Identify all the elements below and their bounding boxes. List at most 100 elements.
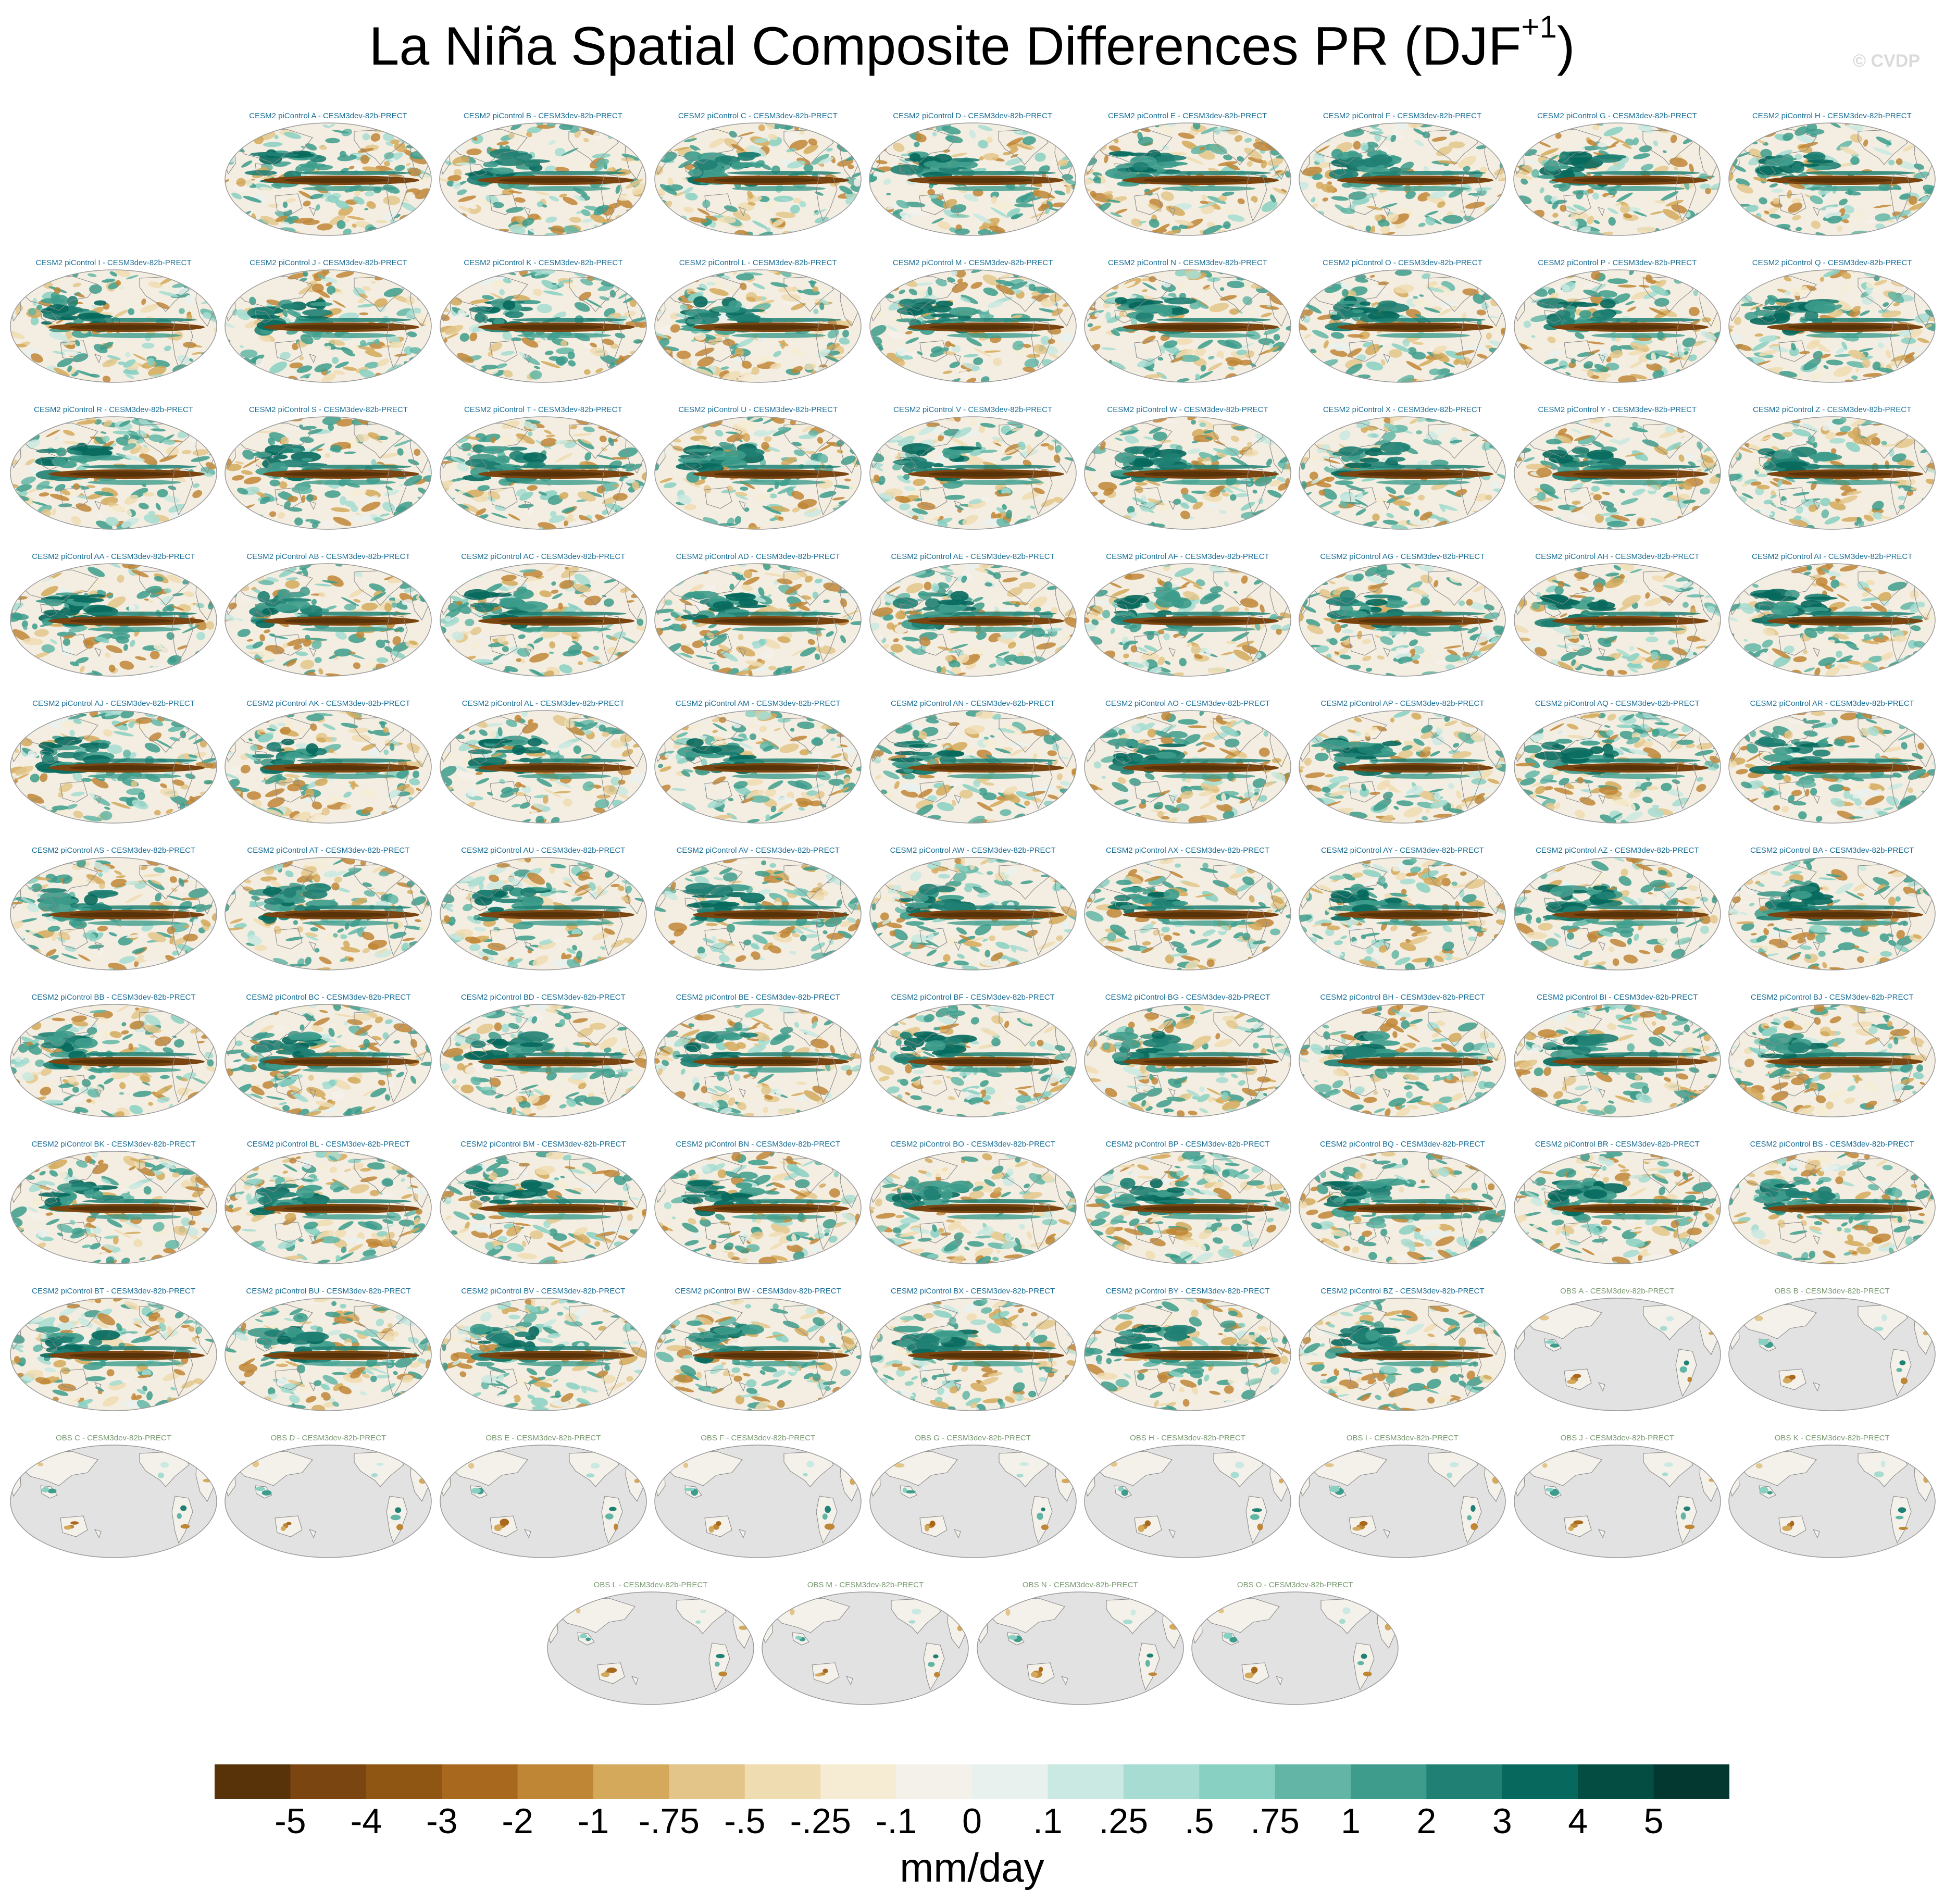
anomaly-patch	[1356, 354, 1367, 361]
anomaly-patch	[1268, 343, 1274, 349]
anomaly-patch	[982, 274, 1000, 286]
land-outline	[309, 501, 317, 511]
anomaly-patch	[628, 281, 634, 289]
wet-band	[941, 171, 1056, 175]
wet-anomaly	[273, 454, 288, 459]
anomaly-patch	[1089, 145, 1096, 154]
anomaly-patch	[1676, 270, 1688, 273]
anomaly-patch	[1758, 376, 1775, 381]
wet-anomaly	[930, 305, 952, 313]
anomaly-patch	[1261, 160, 1267, 169]
anomaly-patch	[453, 181, 461, 190]
anomaly-patch	[54, 380, 69, 382]
anomaly-patch	[1342, 289, 1349, 297]
anomaly-patch	[1789, 347, 1799, 357]
land-outline	[1890, 320, 1912, 369]
anomaly-patch	[880, 370, 890, 374]
anomaly-patch	[1548, 270, 1566, 273]
map-panel: CESM2 piControl H - CESM3dev-82b-PRECT	[1725, 111, 1939, 252]
land-outline	[1813, 354, 1820, 364]
land-outline	[275, 193, 303, 215]
anomaly-patch	[197, 372, 202, 380]
land-outline	[1564, 340, 1592, 362]
wet-anomaly	[711, 306, 741, 313]
anomaly-patch	[207, 420, 213, 424]
anomaly-patch	[1058, 270, 1074, 280]
anomaly-patch	[348, 166, 355, 170]
anomaly-patch	[507, 270, 512, 272]
panel-title: CESM2 piControl B - CESM3dev-82b-PRECT	[463, 111, 622, 120]
anomaly-patch	[1486, 332, 1492, 340]
land-outline	[490, 340, 518, 362]
anomaly-patch	[1728, 140, 1734, 146]
anomaly-patch	[869, 426, 878, 430]
anomaly-patch	[365, 495, 378, 503]
anomaly-patch	[18, 506, 33, 516]
anomaly-patch	[1431, 136, 1447, 142]
anomaly-patch	[899, 211, 910, 219]
wet-anomaly	[1337, 301, 1360, 304]
anomaly-patch	[1547, 155, 1559, 162]
anomaly-patch	[243, 377, 261, 382]
anomaly-patch	[1299, 367, 1311, 376]
anomaly-patch	[1742, 272, 1748, 277]
anomaly-patch	[274, 135, 279, 140]
anomaly-patch	[12, 375, 27, 379]
anomaly-patch	[521, 272, 537, 277]
anomaly-patch	[378, 123, 391, 129]
anomaly-patch	[1583, 361, 1593, 369]
map-panel: CESM2 piControl T - CESM3dev-82b-PRECT	[436, 405, 651, 546]
anomaly-patch	[600, 354, 619, 366]
anomaly-patch	[390, 341, 404, 349]
anomaly-patch	[1689, 164, 1694, 173]
anomaly-patch	[417, 378, 431, 382]
anomaly-patch	[621, 157, 634, 162]
anomaly-patch	[1011, 315, 1023, 319]
anomaly-patch	[1462, 312, 1467, 320]
anomaly-patch	[1923, 184, 1935, 196]
anomaly-patch	[1252, 270, 1261, 273]
anomaly-patch	[1713, 201, 1721, 207]
land-outline	[1675, 173, 1697, 222]
wet-band	[1162, 333, 1255, 338]
anomaly-patch	[30, 317, 39, 326]
anomaly-patch	[1273, 334, 1280, 341]
anomaly-patch	[459, 206, 472, 213]
anomaly-patch	[842, 330, 850, 338]
wet-anomaly	[465, 458, 491, 467]
anomaly-patch	[410, 426, 422, 435]
anomaly-patch	[269, 362, 288, 374]
wet-anomaly	[1811, 166, 1829, 170]
anomaly-patch	[852, 299, 862, 304]
anomaly-patch	[1859, 310, 1871, 316]
anomaly-patch	[243, 179, 253, 187]
anomaly-patch	[1538, 141, 1552, 147]
anomaly-patch	[1763, 275, 1770, 280]
anomaly-patch	[602, 339, 615, 345]
anomaly-patch	[394, 439, 414, 447]
anomaly-patch	[1907, 374, 1914, 382]
map-plot	[1513, 122, 1721, 236]
anomaly-patch	[1547, 336, 1556, 343]
anomaly-patch	[192, 483, 200, 488]
anomaly-patch	[408, 459, 419, 466]
anomaly-patch	[1031, 291, 1039, 296]
anomaly-patch	[799, 201, 806, 208]
anomaly-patch	[20, 476, 36, 485]
anomaly-patch	[1820, 277, 1825, 282]
land-outline	[1383, 354, 1391, 364]
anomaly-patch	[1308, 194, 1313, 200]
anomaly-patch	[241, 160, 253, 168]
anomaly-patch	[1202, 284, 1210, 289]
anomaly-patch	[1371, 285, 1388, 295]
anomaly-patch	[200, 424, 209, 427]
anomaly-patch	[1468, 129, 1478, 132]
anomaly-patch	[915, 133, 927, 143]
anomaly-patch	[1632, 210, 1648, 217]
anomaly-patch	[1537, 369, 1547, 375]
anomaly-patch	[559, 193, 567, 198]
anomaly-patch	[1769, 183, 1778, 188]
anomaly-patch	[192, 490, 203, 499]
wet-band	[1591, 186, 1685, 191]
anomaly-patch	[585, 298, 602, 308]
